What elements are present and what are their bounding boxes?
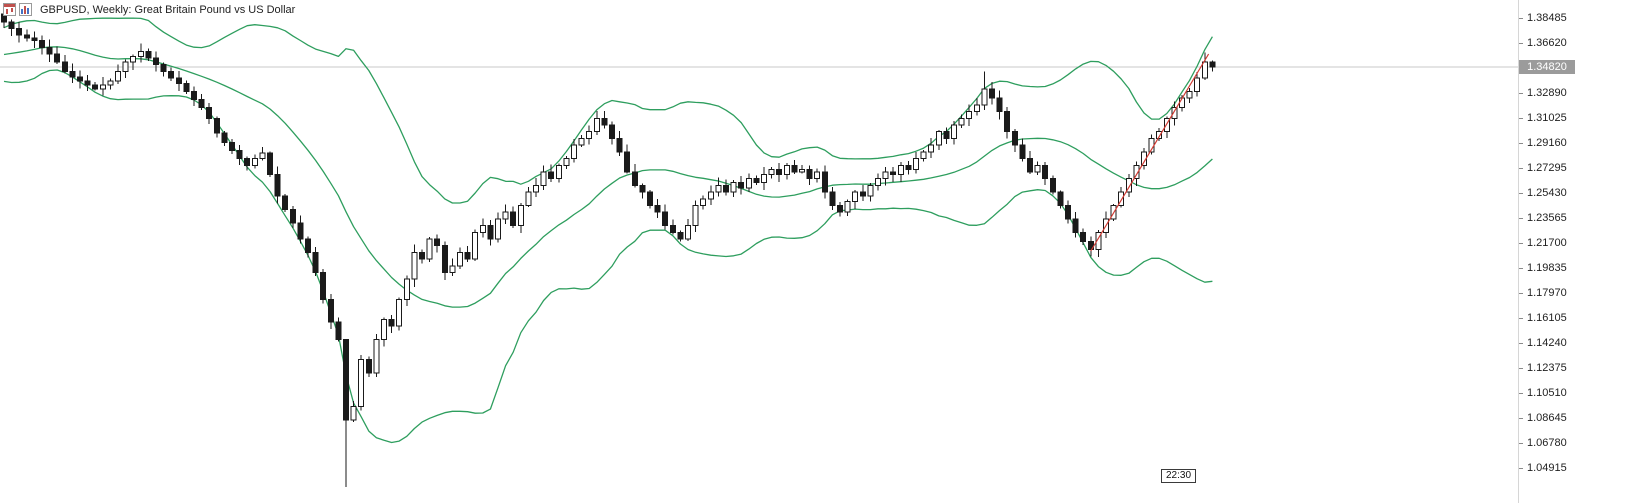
price-axis-tick bbox=[1519, 293, 1523, 294]
chart-area[interactable]: GBPUSD, Weekly: Great Britain Pound vs U… bbox=[0, 0, 1518, 503]
price-axis-label: 1.27295 bbox=[1527, 162, 1567, 174]
price-axis-tick bbox=[1519, 368, 1523, 369]
candles-series bbox=[1, 5, 1216, 487]
price-chart-canvas[interactable] bbox=[0, 0, 1518, 503]
price-axis-label: 1.16105 bbox=[1527, 312, 1567, 324]
price-axis-label: 1.23565 bbox=[1527, 212, 1567, 224]
price-axis-tick bbox=[1519, 168, 1523, 169]
bar-chart-icon[interactable] bbox=[19, 3, 32, 16]
chart-title: GBPUSD, Weekly: Great Britain Pound vs U… bbox=[40, 3, 296, 16]
price-axis-tick bbox=[1519, 243, 1523, 244]
price-axis-label: 1.25430 bbox=[1527, 187, 1567, 199]
price-axis-label: 1.19835 bbox=[1527, 262, 1567, 274]
bollinger-middle-band bbox=[3, 46, 1213, 308]
price-axis-label: 1.10510 bbox=[1527, 387, 1567, 399]
price-axis-tick bbox=[1519, 418, 1523, 419]
price-axis-tick bbox=[1519, 43, 1523, 44]
price-axis-tick bbox=[1519, 93, 1523, 94]
price-axis-tick bbox=[1519, 143, 1523, 144]
price-axis-tick bbox=[1519, 218, 1523, 219]
price-axis-label: 1.06780 bbox=[1527, 437, 1567, 449]
price-axis-label: 1.38485 bbox=[1527, 12, 1567, 24]
price-axis-label: 1.21700 bbox=[1527, 237, 1567, 249]
trendline[interactable] bbox=[1090, 53, 1210, 252]
price-axis-label: 1.29160 bbox=[1527, 137, 1567, 149]
bollinger-lower-band bbox=[3, 69, 1213, 444]
price-axis-label: 1.31025 bbox=[1527, 112, 1567, 124]
bollinger-bands bbox=[3, 17, 1213, 444]
price-axis-tick bbox=[1519, 268, 1523, 269]
price-axis-tick bbox=[1519, 443, 1523, 444]
candlestick-chart-icon[interactable] bbox=[3, 3, 16, 16]
price-axis-label: 1.12375 bbox=[1527, 362, 1567, 374]
price-axis-label: 1.32890 bbox=[1527, 87, 1567, 99]
price-axis-label: 1.17970 bbox=[1527, 287, 1567, 299]
price-axis-tick bbox=[1519, 393, 1523, 394]
price-axis-label: 1.14240 bbox=[1527, 337, 1567, 349]
price-axis[interactable]: 1.38485 1.36620 1.32890 1.31025 1.29160 1.272… bbox=[1518, 0, 1626, 503]
price-axis-label: 1.04915 bbox=[1527, 462, 1567, 474]
current-price-tag: 1.34820 bbox=[1519, 60, 1575, 75]
price-axis-label: 1.36620 bbox=[1527, 37, 1567, 49]
time-axis-tag: 22:30 bbox=[1161, 469, 1197, 483]
price-axis-tick bbox=[1519, 118, 1523, 119]
price-axis-label: 1.08645 bbox=[1527, 412, 1567, 424]
price-axis-tick bbox=[1519, 18, 1523, 19]
chart-title-row: GBPUSD, Weekly: Great Britain Pound vs U… bbox=[3, 2, 295, 17]
price-axis-tick bbox=[1519, 193, 1523, 194]
price-axis-tick bbox=[1519, 343, 1523, 344]
price-axis-tick bbox=[1519, 318, 1523, 319]
price-axis-tick bbox=[1519, 468, 1523, 469]
bollinger-upper-band bbox=[3, 17, 1213, 204]
